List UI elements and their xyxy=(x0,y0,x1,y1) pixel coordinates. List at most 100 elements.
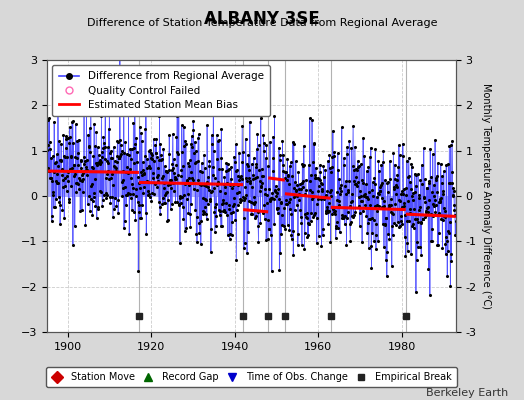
Point xyxy=(50,119,58,125)
Point xyxy=(213,132,221,138)
Point xyxy=(48,218,56,224)
Point xyxy=(434,242,442,248)
Point xyxy=(201,196,209,202)
Point xyxy=(266,138,274,145)
Point xyxy=(162,168,170,174)
Point xyxy=(261,191,269,197)
Point xyxy=(261,186,270,192)
Point xyxy=(363,230,372,236)
Point xyxy=(297,214,305,221)
Point xyxy=(174,171,182,178)
Point xyxy=(228,185,236,192)
Point xyxy=(409,190,417,197)
Point xyxy=(197,182,205,188)
Point xyxy=(86,102,95,108)
Point xyxy=(158,173,167,179)
Point xyxy=(188,144,196,150)
Point xyxy=(285,199,293,206)
Point xyxy=(432,177,440,183)
Point xyxy=(447,179,456,186)
Point xyxy=(313,196,322,202)
Point xyxy=(226,182,235,188)
Point xyxy=(275,144,283,151)
Point xyxy=(76,208,84,214)
Point xyxy=(254,239,263,245)
Point xyxy=(251,175,259,181)
Point xyxy=(91,143,100,149)
Point xyxy=(83,157,91,163)
Point xyxy=(118,148,126,154)
Point xyxy=(185,157,194,164)
Point xyxy=(331,208,339,214)
Point xyxy=(314,188,322,195)
Point xyxy=(91,176,99,183)
Point xyxy=(421,214,430,220)
Point xyxy=(350,167,358,173)
Point xyxy=(147,150,155,156)
Point xyxy=(202,210,210,217)
Point xyxy=(304,232,312,238)
Point xyxy=(368,230,377,236)
Point xyxy=(280,205,288,211)
Point xyxy=(148,152,156,158)
Point xyxy=(333,197,341,203)
Point xyxy=(85,143,93,149)
Point xyxy=(114,138,122,145)
Point xyxy=(392,176,401,183)
Point xyxy=(213,156,221,162)
Point xyxy=(319,226,328,232)
Point xyxy=(133,159,141,165)
Point xyxy=(442,234,451,240)
Point xyxy=(46,146,54,152)
Point xyxy=(161,168,170,174)
Point xyxy=(405,172,413,179)
Point xyxy=(214,207,223,213)
Point xyxy=(409,221,418,228)
Point xyxy=(299,143,308,149)
Point xyxy=(200,209,209,215)
Point xyxy=(125,152,133,158)
Point xyxy=(312,240,321,246)
Point xyxy=(251,199,259,206)
Point xyxy=(284,172,292,179)
Point xyxy=(318,188,326,194)
Point xyxy=(206,248,215,255)
Point xyxy=(146,147,154,153)
Point xyxy=(286,206,294,212)
Point xyxy=(180,124,188,130)
Point xyxy=(124,190,133,196)
Point xyxy=(331,204,340,210)
Point xyxy=(381,215,390,221)
Point xyxy=(230,195,238,201)
Point xyxy=(408,193,417,200)
Point xyxy=(112,165,120,171)
Point xyxy=(50,204,58,210)
Point xyxy=(141,126,149,132)
Point xyxy=(83,172,91,178)
Point xyxy=(443,228,452,234)
Point xyxy=(358,180,367,186)
Point xyxy=(297,220,305,227)
Point xyxy=(71,121,80,127)
Point xyxy=(161,192,169,198)
Point xyxy=(254,223,263,229)
Point xyxy=(398,204,407,211)
Point xyxy=(118,177,127,184)
Point xyxy=(149,136,158,142)
Point xyxy=(81,168,89,174)
Point xyxy=(403,240,411,247)
Point xyxy=(171,199,180,206)
Point xyxy=(102,190,110,197)
Point xyxy=(162,189,171,196)
Point xyxy=(51,204,59,210)
Point xyxy=(213,182,222,188)
Point xyxy=(417,218,425,225)
Point xyxy=(166,180,174,187)
Point xyxy=(345,202,354,209)
Point xyxy=(130,209,138,215)
Point xyxy=(250,201,258,207)
Point xyxy=(156,140,165,147)
Point xyxy=(103,160,112,166)
Point xyxy=(277,200,285,206)
Point xyxy=(168,161,177,167)
